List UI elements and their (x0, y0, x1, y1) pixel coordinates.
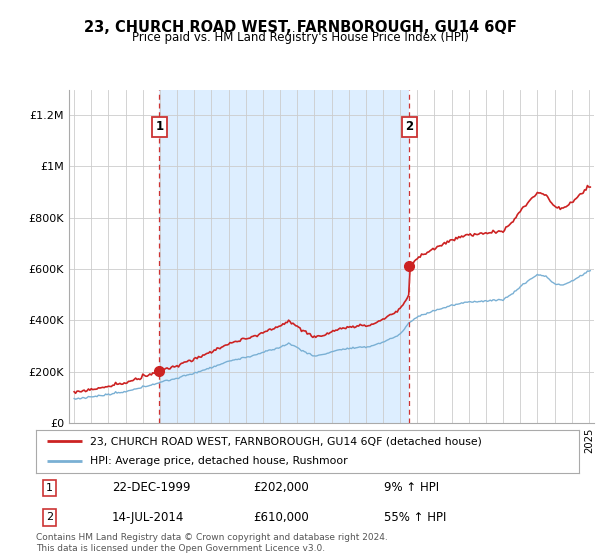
Text: 23, CHURCH ROAD WEST, FARNBOROUGH, GU14 6QF: 23, CHURCH ROAD WEST, FARNBOROUGH, GU14 … (83, 20, 517, 35)
Text: Contains HM Land Registry data © Crown copyright and database right 2024.
This d: Contains HM Land Registry data © Crown c… (36, 533, 388, 553)
Text: 14-JUL-2014: 14-JUL-2014 (112, 511, 184, 524)
Text: HPI: Average price, detached house, Rushmoor: HPI: Average price, detached house, Rush… (91, 456, 348, 466)
Text: 9% ↑ HPI: 9% ↑ HPI (383, 481, 439, 494)
Text: 55% ↑ HPI: 55% ↑ HPI (383, 511, 446, 524)
Text: £202,000: £202,000 (253, 481, 309, 494)
Text: 2: 2 (46, 512, 53, 522)
Text: £610,000: £610,000 (253, 511, 309, 524)
Text: 1: 1 (155, 120, 163, 133)
Text: 2: 2 (406, 120, 413, 133)
Text: 22-DEC-1999: 22-DEC-1999 (112, 481, 191, 494)
Text: Price paid vs. HM Land Registry's House Price Index (HPI): Price paid vs. HM Land Registry's House … (131, 31, 469, 44)
Text: 1: 1 (46, 483, 53, 493)
Bar (160, 90, 409, 423)
Text: 23, CHURCH ROAD WEST, FARNBOROUGH, GU14 6QF (detached house): 23, CHURCH ROAD WEST, FARNBOROUGH, GU14 … (91, 436, 482, 446)
